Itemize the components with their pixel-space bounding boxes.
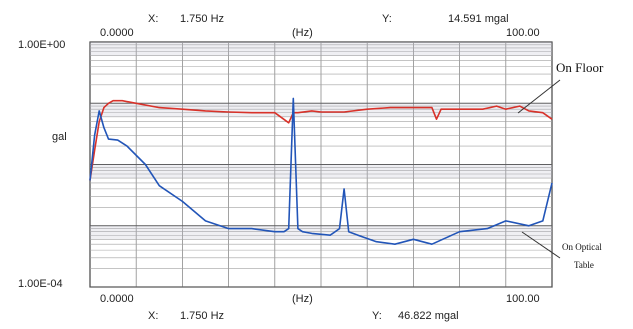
grid-band <box>90 164 552 179</box>
grid-band <box>90 42 552 56</box>
bottom-readout-y-label: Y: <box>372 310 382 322</box>
grid-shading <box>90 42 552 240</box>
bottom-readout-x-value: 1.750 Hz <box>180 310 224 322</box>
top-x-tick-start: 0.0000 <box>100 27 134 39</box>
top-x-axis-label: (Hz) <box>292 27 313 39</box>
annotation-on-floor-leader <box>517 79 561 114</box>
grid-band <box>90 225 552 240</box>
top-readout-y-value: 14.591 mgal <box>448 13 509 25</box>
series-line-on-floor <box>89 99 553 181</box>
series-line-on-optical-table <box>89 97 553 245</box>
y-axis-bottom-label: 1.00E-04 <box>18 278 63 290</box>
top-readout-x-value: 1.750 Hz <box>180 13 224 25</box>
annotation-on-optical-line1: On Optical <box>562 242 602 252</box>
annotation-on-optical-leader <box>521 231 561 259</box>
bottom-x-axis-label: (Hz) <box>292 293 313 305</box>
bottom-readout-y-value: 46.822 mgal <box>398 310 459 322</box>
top-readout-y-label: Y: <box>382 13 392 25</box>
annotation-on-floor: On Floor <box>556 60 604 75</box>
bottom-readout-x-label: X: <box>148 310 158 322</box>
grid-band <box>90 103 552 117</box>
bottom-x-tick-start: 0.0000 <box>100 293 134 305</box>
top-readout-x-label: X: <box>148 13 158 25</box>
top-x-tick-end: 100.00 <box>506 27 540 39</box>
y-axis-top-label: 1.00E+00 <box>18 39 65 51</box>
bottom-x-tick-end: 100.00 <box>506 293 540 305</box>
y-axis-label: gal <box>52 131 67 143</box>
annotation-on-optical-line2: Table <box>574 260 594 270</box>
